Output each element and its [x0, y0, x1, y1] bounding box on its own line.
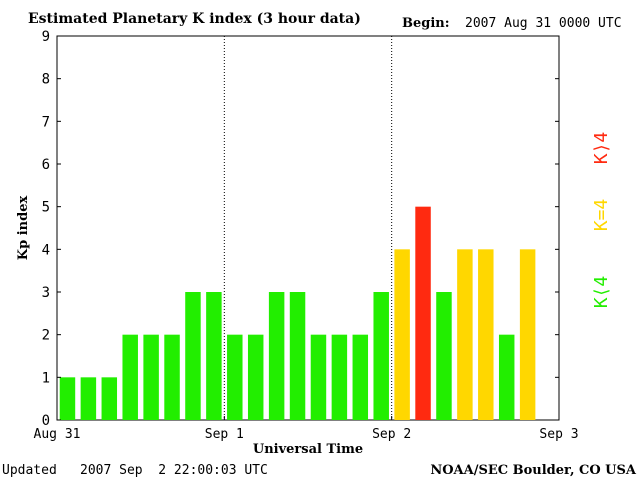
- y-tick-label: 8: [42, 72, 50, 88]
- kp-bar: [519, 249, 536, 420]
- y-tick-label: 2: [42, 328, 50, 344]
- y-tick-label: 3: [42, 285, 50, 301]
- kp-bar: [247, 334, 264, 420]
- chart-title: Estimated Planetary K index (3 hour data…: [28, 11, 361, 27]
- updated-value: 2007 Sep 2 22:00:03 UTC: [80, 463, 268, 478]
- x-tick-label: Sep 1: [205, 427, 244, 442]
- y-axis-title: Kp index: [16, 196, 31, 261]
- kp-bar: [143, 334, 159, 420]
- kp-bar: [268, 292, 285, 420]
- begin-value: 2007 Aug 31 0000 UTC: [465, 16, 622, 31]
- kp-bar: [310, 334, 327, 420]
- day-dividers: [223, 36, 393, 420]
- kp-bar: [101, 377, 118, 420]
- x-axis: Aug 31 Sep 1 Sep 2 Sep 3: [34, 416, 579, 442]
- kp-bar: [206, 292, 222, 420]
- kp-bar: [59, 377, 76, 420]
- y-axis: 0 1 2 3 4 5 6 7 8 9: [42, 29, 559, 429]
- legend-k-greater-4: K⟩4: [591, 132, 612, 165]
- kp-bar: [457, 249, 473, 420]
- x-tick-label: Sep 3: [539, 427, 578, 442]
- y-tick-label: 6: [42, 157, 50, 173]
- y-tick-label: 1: [42, 370, 50, 386]
- y-tick-label: 9: [42, 29, 50, 45]
- begin-label: Begin:: [402, 16, 450, 31]
- x-tick-label: Aug 31: [34, 427, 81, 442]
- kp-bar: [373, 292, 389, 420]
- kp-bar: [185, 292, 201, 420]
- x-axis-title: Universal Time: [253, 442, 363, 457]
- kp-bar: [394, 249, 410, 420]
- kp-bar: [352, 334, 369, 420]
- bars-group: [59, 206, 536, 420]
- kp-bar: [164, 334, 180, 420]
- kp-bar: [331, 334, 348, 420]
- x-tick-label: Sep 2: [372, 427, 411, 442]
- kp-bar: [227, 334, 243, 420]
- kp-bar: [80, 377, 97, 420]
- legend-k-less-4: K⟨4: [591, 276, 612, 309]
- kp-bar: [122, 334, 138, 420]
- y-tick-label: 5: [42, 200, 50, 216]
- kp-bar: [436, 292, 452, 420]
- kp-bar: [289, 292, 306, 420]
- y-tick-label: 0: [42, 413, 50, 429]
- y-tick-label: 7: [42, 114, 50, 130]
- kp-bar: [498, 334, 515, 420]
- kp-bar: [415, 206, 431, 420]
- updated-label: Updated: [2, 463, 57, 478]
- credit-text: NOAA/SEC Boulder, CO USA: [430, 463, 637, 478]
- kp-bar: [478, 249, 494, 420]
- plot-frame: [56, 35, 560, 421]
- legend-k-equal-4: K=4: [591, 199, 612, 232]
- y-tick-label: 4: [42, 242, 50, 258]
